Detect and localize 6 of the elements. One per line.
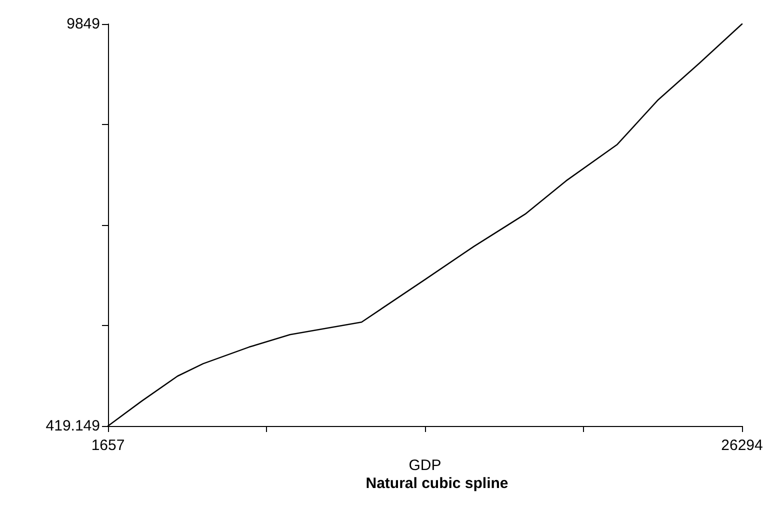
y-tick-label: 9849 — [66, 16, 100, 32]
x-tick-label: 1657 — [91, 437, 125, 454]
y-tick-label: 419.149 — [46, 418, 100, 434]
text: Natural cubic spline — [366, 475, 508, 492]
x-axis-title: GDP — [408, 456, 442, 474]
x-tick-label: 26294 — [721, 437, 763, 454]
